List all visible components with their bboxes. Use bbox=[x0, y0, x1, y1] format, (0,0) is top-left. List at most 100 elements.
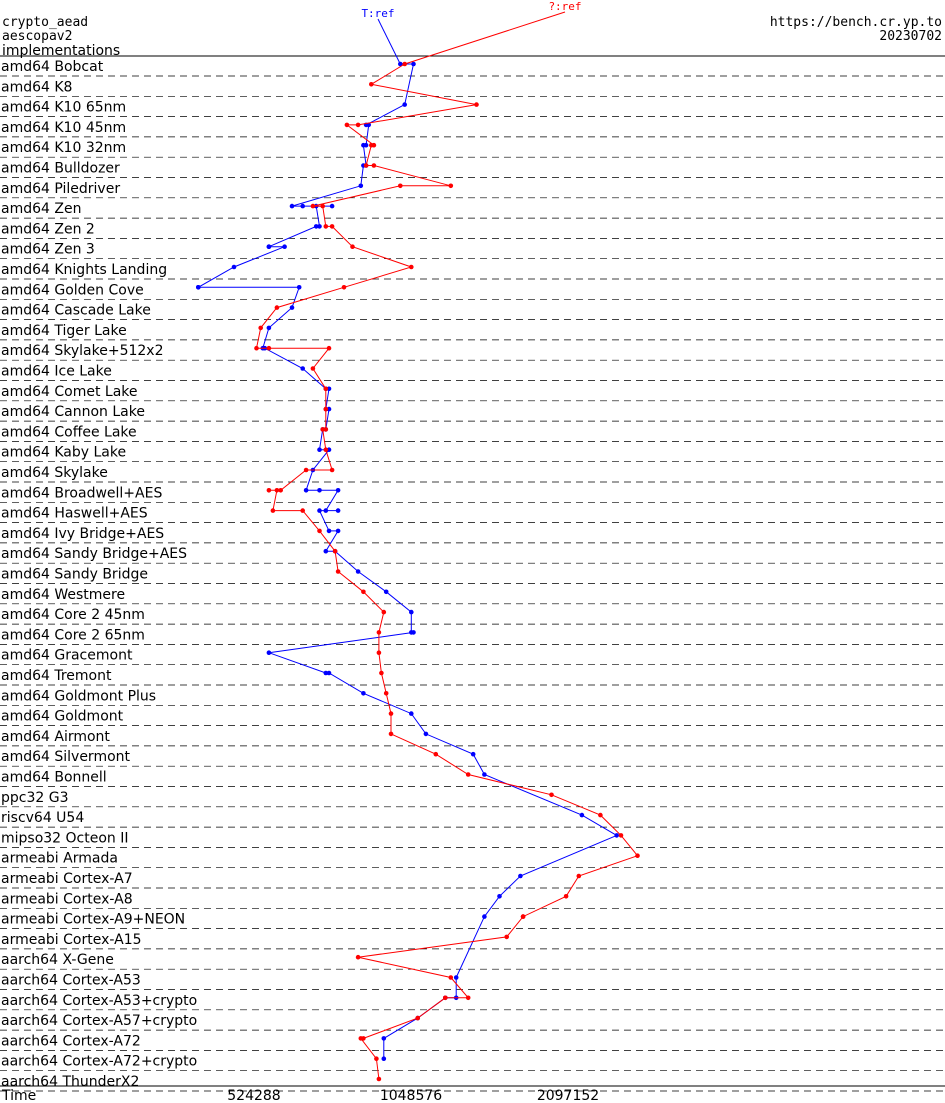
machine-label: amd64 Goldmont bbox=[1, 709, 124, 725]
data-point bbox=[326, 528, 332, 534]
machine-label: amd64 Kaby Lake bbox=[1, 445, 126, 461]
data-point bbox=[411, 61, 416, 67]
data-point bbox=[358, 183, 364, 189]
data-point bbox=[329, 203, 335, 209]
data-point bbox=[465, 772, 471, 777]
data-point bbox=[332, 548, 338, 554]
machine-label: amd64 Ice Lake bbox=[1, 364, 112, 380]
series-lead-line bbox=[404, 11, 566, 65]
series-layer bbox=[196, 11, 640, 1082]
data-point bbox=[376, 650, 382, 655]
machine-label: amd64 Skylake bbox=[1, 465, 108, 481]
data-point bbox=[363, 163, 369, 168]
series-labels: T:ref ?:ref bbox=[361, 0, 581, 20]
x-tick-label: 524288 bbox=[227, 1088, 280, 1103]
data-point bbox=[317, 447, 322, 453]
data-point bbox=[474, 102, 479, 107]
data-point bbox=[289, 203, 295, 209]
machine-label: amd64 Airmont bbox=[1, 729, 110, 745]
data-point bbox=[323, 386, 329, 392]
data-point bbox=[320, 203, 326, 209]
data-point bbox=[518, 873, 523, 879]
machine-label: amd64 Bonnell bbox=[1, 770, 107, 786]
machine-label: amd64 Haswell+AES bbox=[1, 506, 148, 522]
header-algorithm: aescopav2 bbox=[2, 29, 72, 44]
data-point bbox=[355, 954, 361, 960]
machine-label: amd64 Tiger Lake bbox=[1, 323, 127, 339]
data-point bbox=[409, 711, 414, 716]
data-point bbox=[266, 650, 272, 655]
data-point bbox=[350, 244, 355, 249]
data-point bbox=[341, 285, 347, 290]
data-point bbox=[300, 366, 306, 371]
data-point bbox=[549, 792, 554, 798]
data-point bbox=[383, 691, 389, 696]
x-tick-label: 1048576 bbox=[380, 1088, 442, 1103]
data-point bbox=[323, 406, 329, 412]
data-point bbox=[270, 508, 276, 513]
x-tick-label: 2097152 bbox=[537, 1088, 599, 1103]
header-date: 20230702 bbox=[879, 29, 942, 44]
data-point bbox=[274, 305, 280, 310]
data-point bbox=[329, 224, 335, 229]
machine-label: amd64 Cascade Lake bbox=[1, 303, 151, 319]
data-point bbox=[317, 528, 322, 534]
data-point bbox=[361, 589, 366, 595]
machine-label: amd64 Zen 2 bbox=[1, 221, 95, 237]
machine-label: aarch64 Cortex-A72 bbox=[1, 1033, 141, 1049]
data-point bbox=[326, 447, 332, 453]
data-point bbox=[381, 1036, 387, 1041]
machine-label: armeabi Armada bbox=[1, 851, 118, 867]
data-point bbox=[329, 467, 335, 473]
data-point bbox=[411, 630, 416, 635]
data-point bbox=[579, 812, 585, 818]
machine-label: amd64 Ivy Bridge+AES bbox=[1, 526, 164, 542]
data-point bbox=[443, 995, 448, 1001]
machine-label: amd64 Sandy Bridge+AES bbox=[1, 546, 187, 562]
header-url: https://bench.cr.yp.to bbox=[770, 15, 942, 30]
data-point bbox=[482, 914, 487, 919]
data-point bbox=[402, 102, 408, 107]
data-point bbox=[344, 122, 350, 128]
machine-label: amd64 K10 45nm bbox=[1, 120, 126, 136]
data-point bbox=[296, 285, 302, 290]
machine-label: amd64 Broadwell+AES bbox=[1, 485, 162, 501]
machine-label: amd64 Zen bbox=[1, 201, 81, 217]
data-point bbox=[300, 508, 306, 513]
series-label: ?:ref bbox=[548, 0, 581, 13]
data-point bbox=[423, 731, 429, 737]
machine-label: armeabi Cortex-A7 bbox=[1, 871, 133, 887]
x-axis: Time 524288 1048576 2097152 bbox=[0, 1085, 945, 1103]
data-point bbox=[576, 873, 582, 879]
data-point bbox=[381, 609, 387, 615]
machine-label: aarch64 Cortex-A57+crypto bbox=[1, 1013, 197, 1029]
data-point bbox=[563, 894, 569, 899]
data-point bbox=[326, 406, 332, 412]
machine-label: amd64 Gracemont bbox=[1, 648, 133, 664]
data-point bbox=[388, 711, 394, 716]
header-implementations: implementations bbox=[2, 43, 120, 59]
data-point bbox=[323, 447, 329, 453]
data-point bbox=[376, 1076, 382, 1082]
data-point bbox=[335, 508, 341, 513]
data-point bbox=[369, 82, 374, 87]
machine-label: aarch64 Cortex-A53+crypto bbox=[1, 993, 197, 1009]
data-point bbox=[388, 731, 394, 737]
machine-label: armeabi Cortex-A9+NEON bbox=[1, 912, 185, 928]
machine-label: amd64 K8 bbox=[1, 79, 72, 95]
data-point bbox=[383, 589, 389, 595]
machine-label: amd64 Golden Cove bbox=[1, 282, 144, 298]
data-point bbox=[196, 285, 201, 290]
data-point bbox=[231, 264, 237, 270]
data-point bbox=[448, 975, 454, 980]
data-point bbox=[254, 345, 259, 351]
data-point bbox=[335, 488, 341, 493]
machine-label: riscv64 U54 bbox=[1, 810, 84, 826]
header: crypto_aead aescopav2 implementations ht… bbox=[0, 15, 945, 59]
machine-label: amd64 K10 65nm bbox=[1, 100, 126, 116]
data-point bbox=[320, 427, 326, 432]
machine-label: armeabi Cortex-A15 bbox=[1, 932, 142, 948]
data-point bbox=[326, 670, 332, 676]
data-point bbox=[278, 488, 284, 493]
data-point bbox=[313, 224, 319, 229]
